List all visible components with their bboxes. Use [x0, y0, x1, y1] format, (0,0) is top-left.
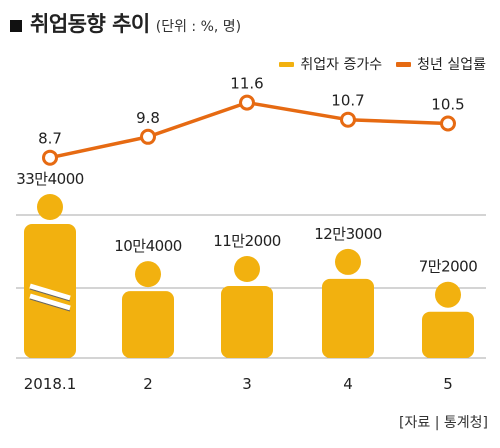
x-tick-label: 5 — [443, 375, 453, 393]
axis-break-line — [29, 288, 71, 302]
bar-value-label: 33만4000 — [16, 170, 84, 188]
bar-head — [37, 194, 63, 220]
axis-break-line — [29, 298, 71, 312]
x-tick-label: 2 — [143, 375, 153, 393]
bar-value-label: 12만3000 — [314, 225, 382, 243]
bar-body — [122, 291, 174, 358]
line-point — [140, 128, 156, 145]
bar-person-1 — [122, 261, 174, 358]
bar-head — [234, 256, 260, 282]
legend-label-unemployment: 청년 실업률 — [417, 57, 486, 73]
line-value-label: 11.6 — [230, 75, 263, 93]
bar-body — [322, 278, 374, 358]
axis-break-mark — [29, 283, 71, 301]
x-tick-label: 4 — [343, 375, 353, 393]
bar-value-label: 11만2000 — [213, 232, 281, 250]
bar-person-0 — [24, 194, 76, 358]
title-bullet-icon — [10, 20, 22, 32]
x-tick-label: 2018.1 — [24, 375, 77, 393]
axis-break-mark — [29, 293, 71, 311]
bar-head — [335, 248, 361, 275]
legend-label-employment: 취업자 증가수 — [300, 57, 383, 73]
bar-person-3 — [322, 248, 374, 358]
line-value-label: 9.8 — [136, 109, 160, 127]
unemployment-line — [49, 100, 449, 160]
line-value-label: 8.7 — [38, 130, 62, 148]
bar-body — [221, 286, 273, 358]
chart-legend: 취업자 증가수 청년 실업률 — [265, 54, 486, 74]
bar-body — [422, 311, 474, 358]
bar-person-2 — [221, 256, 273, 358]
chart-title: 취업동향 추이 — [30, 12, 150, 36]
bar-head — [135, 261, 161, 288]
legend-swatch-unemployment — [396, 61, 412, 67]
line-point — [239, 94, 255, 111]
line-point — [42, 149, 58, 166]
bar-value-label: 7만2000 — [419, 258, 478, 276]
line-point — [340, 111, 356, 128]
bar-person-4 — [422, 281, 474, 358]
line-value-label: 10.7 — [331, 92, 364, 110]
line-point — [440, 115, 456, 132]
bar-value-label: 10만4000 — [114, 237, 182, 255]
chart-title-row: 취업동향 추이 (단위 : %, 명) — [10, 8, 241, 38]
chart-unit: (단위 : %, 명) — [155, 19, 242, 35]
bar-head — [435, 281, 461, 308]
chart-source: [자료 | 통계청] — [399, 415, 488, 431]
legend-item-employment: 취업자 증가수 — [279, 54, 382, 74]
legend-item-unemployment: 청년 실업률 — [396, 54, 486, 74]
line-value-label: 10.5 — [431, 96, 464, 114]
legend-swatch-employment — [279, 61, 295, 67]
x-tick-label: 3 — [242, 375, 252, 393]
